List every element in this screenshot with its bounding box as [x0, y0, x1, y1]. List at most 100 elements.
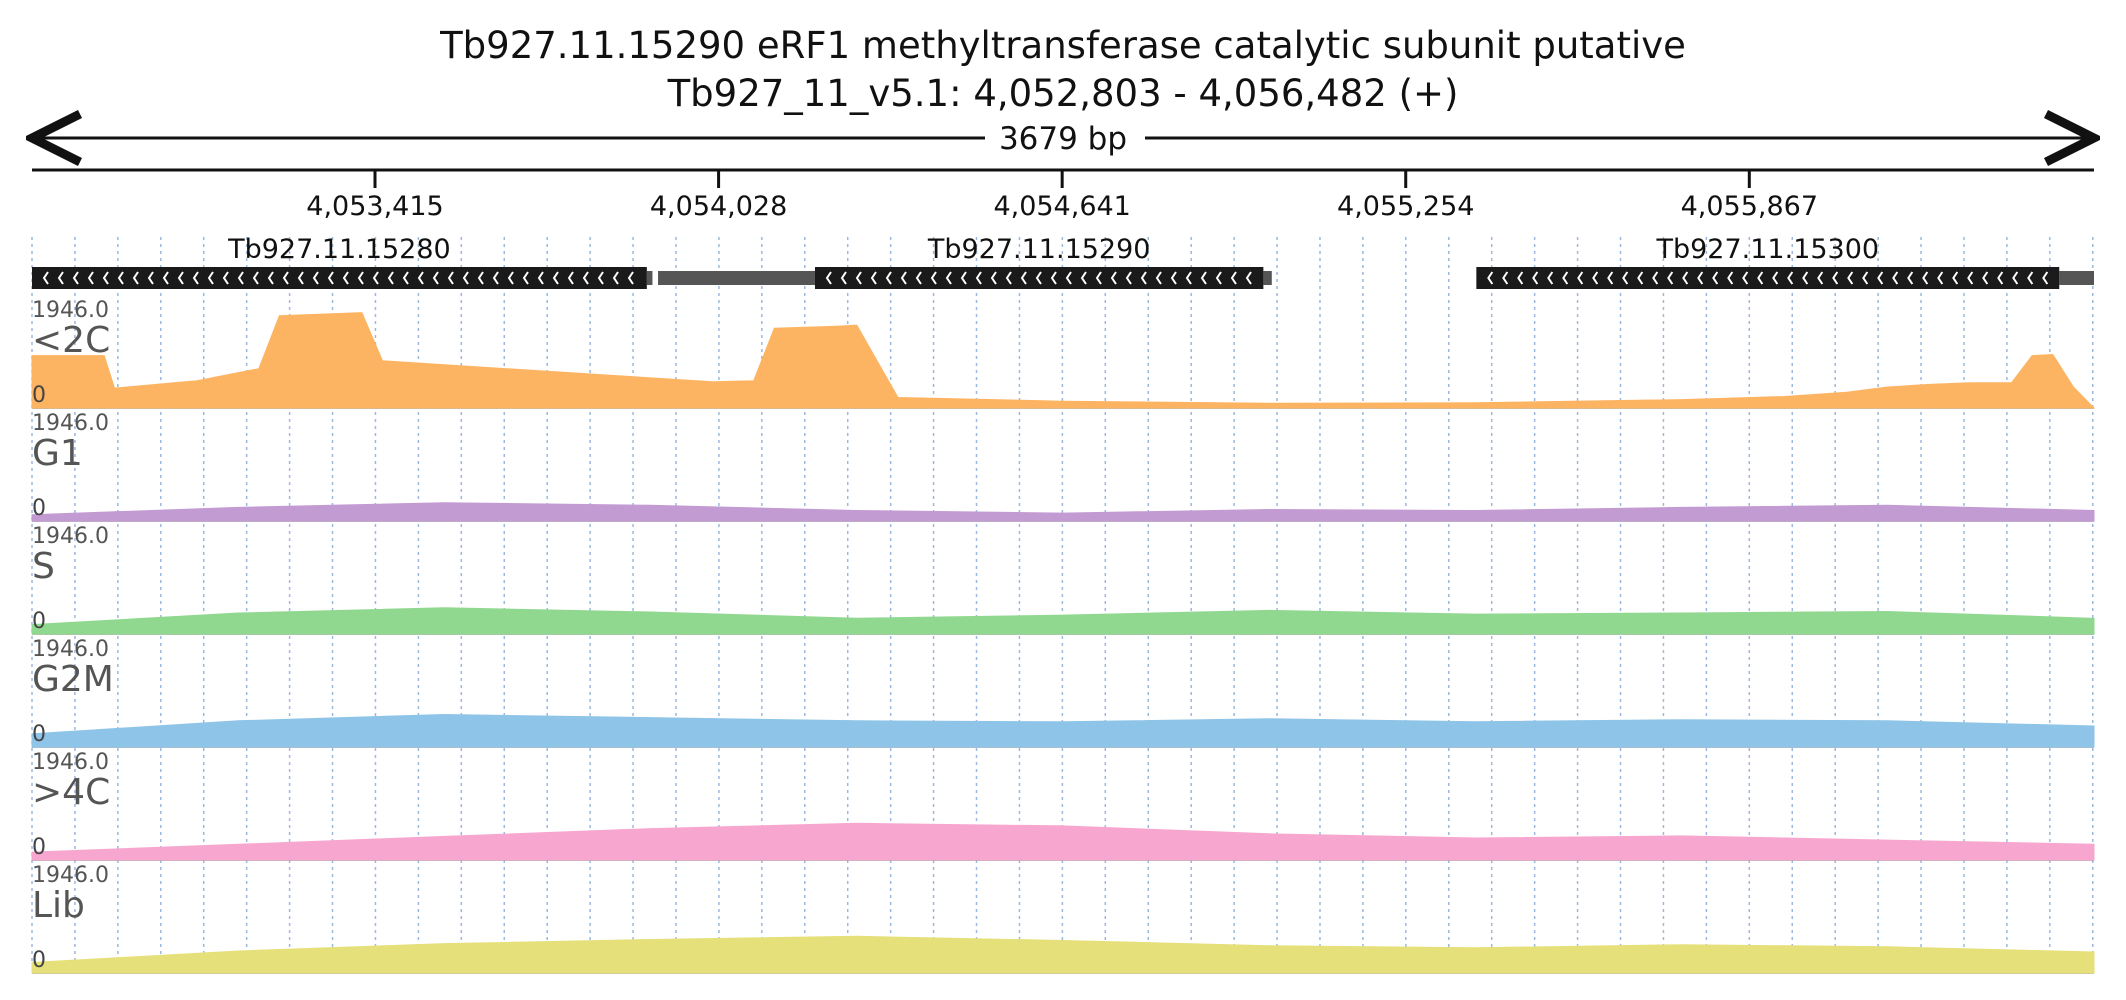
coverage-area-1 [31, 502, 2095, 522]
track-zero-label-2: 0 [32, 609, 46, 634]
strand-chevron-1 [975, 271, 982, 285]
strand-chevron-1 [1230, 271, 1237, 285]
strand-chevron-2 [1937, 271, 1944, 285]
strand-chevron-0 [567, 271, 574, 285]
strand-chevron-1 [1065, 271, 1072, 285]
coverage-area-5 [31, 935, 2095, 974]
track-name-4: >4C [32, 772, 110, 813]
utr-left-1 [658, 271, 815, 285]
strand-chevron-0 [162, 271, 169, 285]
strand-chevron-0 [147, 271, 154, 285]
strand-chevron-0 [207, 271, 214, 285]
strand-chevron-1 [1200, 271, 1207, 285]
strand-chevron-1 [1035, 271, 1042, 285]
strand-chevron-1 [990, 271, 997, 285]
gene-body-0 [32, 267, 647, 289]
track-max-label-4: 1946.0 [32, 750, 109, 775]
track-max-label-0: 1946.0 [32, 298, 109, 323]
track-name-5: Lib [32, 885, 85, 926]
strand-chevron-0 [222, 271, 229, 285]
strand-chevron-1 [930, 271, 937, 285]
track-zero-label-1: 0 [32, 496, 46, 521]
strand-chevron-1 [885, 271, 892, 285]
strand-chevron-1 [945, 271, 952, 285]
strand-chevron-0 [597, 271, 604, 285]
strand-chevron-2 [1817, 271, 1824, 285]
figure-location: Tb927_11_v5.1: 4,052,803 - 4,056,482 (+) [667, 72, 1459, 115]
track-name-1: G1 [32, 433, 83, 474]
strand-chevron-2 [1802, 271, 1809, 285]
track-name-2: S [32, 546, 55, 587]
coverage-area-0 [31, 312, 2096, 409]
strand-chevron-0 [192, 271, 199, 285]
gene-label-2: Tb927.11.15300 [1656, 234, 1880, 265]
strand-chevron-2 [1772, 271, 1779, 285]
strand-chevron-2 [2012, 271, 2019, 285]
strand-chevron-0 [267, 271, 274, 285]
strand-chevron-2 [1577, 271, 1584, 285]
gene-body-1 [814, 267, 1264, 289]
strand-chevron-0 [57, 271, 64, 285]
tick-label-2: 4,054,641 [993, 191, 1130, 222]
strand-chevron-1 [1245, 271, 1252, 285]
strand-chevron-2 [1787, 271, 1794, 285]
track-zero-label-5: 0 [32, 948, 46, 973]
utr-right-0 [646, 271, 653, 285]
track-max-label-2: 1946.0 [32, 524, 109, 549]
strand-chevron-1 [1080, 271, 1087, 285]
utr-right-2 [2059, 271, 2094, 285]
track-name-0: <2C [32, 320, 110, 361]
strand-chevron-0 [42, 271, 49, 285]
strand-chevron-1 [1095, 271, 1102, 285]
track-max-label-5: 1946.0 [32, 863, 109, 888]
strand-chevron-0 [252, 271, 259, 285]
strand-chevron-0 [582, 271, 589, 285]
strand-chevron-2 [1652, 271, 1659, 285]
strand-chevron-2 [1742, 271, 1749, 285]
strand-chevron-0 [522, 271, 529, 285]
strand-chevron-1 [1005, 271, 1012, 285]
strand-chevron-0 [87, 271, 94, 285]
strand-chevron-1 [870, 271, 877, 285]
strand-chevron-2 [1892, 271, 1899, 285]
strand-chevron-0 [552, 271, 559, 285]
strand-chevron-2 [1697, 271, 1704, 285]
strand-chevron-2 [1847, 271, 1854, 285]
strand-chevron-0 [612, 271, 619, 285]
strand-chevron-1 [840, 271, 847, 285]
strand-chevron-0 [477, 271, 484, 285]
strand-chevron-2 [1757, 271, 1764, 285]
strand-chevron-1 [1185, 271, 1192, 285]
strand-chevron-2 [1952, 271, 1959, 285]
track-4: 1946.0>4C 0 [31, 750, 2095, 861]
strand-chevron-2 [1862, 271, 1869, 285]
strand-chevron-0 [327, 271, 334, 285]
strand-chevron-1 [915, 271, 922, 285]
strand-chevron-2 [1922, 271, 1929, 285]
tick-label-3: 4,055,254 [1337, 191, 1474, 222]
utr-right-1 [1263, 271, 1272, 285]
track-0: 1946.0<2C 0 [31, 298, 2096, 409]
track-max-label-1: 1946.0 [32, 411, 109, 436]
gene-track: Tb927.11.15280 Tb927.11.15290 Tb927.11.153… [32, 234, 2094, 289]
strand-chevron-2 [1607, 271, 1614, 285]
strand-chevron-0 [237, 271, 244, 285]
strand-chevron-2 [1637, 271, 1644, 285]
span-arrow: 3679 bp [32, 118, 2094, 157]
track-1: 1946.0G1 0 [31, 411, 2095, 522]
figure-title: Tb927.11.15290 eRF1 methyltransferase ca… [439, 24, 1686, 67]
strand-chevron-0 [312, 271, 319, 285]
strand-chevron-1 [1110, 271, 1117, 285]
strand-chevron-1 [1140, 271, 1147, 285]
strand-chevron-0 [432, 271, 439, 285]
tick-label-4: 4,055,867 [1681, 191, 1818, 222]
strand-chevron-0 [282, 271, 289, 285]
strand-chevron-0 [402, 271, 409, 285]
strand-chevron-1 [1125, 271, 1132, 285]
strand-chevron-2 [1907, 271, 1914, 285]
span-label-bg [985, 118, 1145, 156]
coverage-area-2 [31, 607, 2095, 635]
strand-chevron-0 [117, 271, 124, 285]
coverage-tracks: 1946.0<2C01946.0G101946.0S01946.0G2M0194… [31, 298, 2096, 974]
